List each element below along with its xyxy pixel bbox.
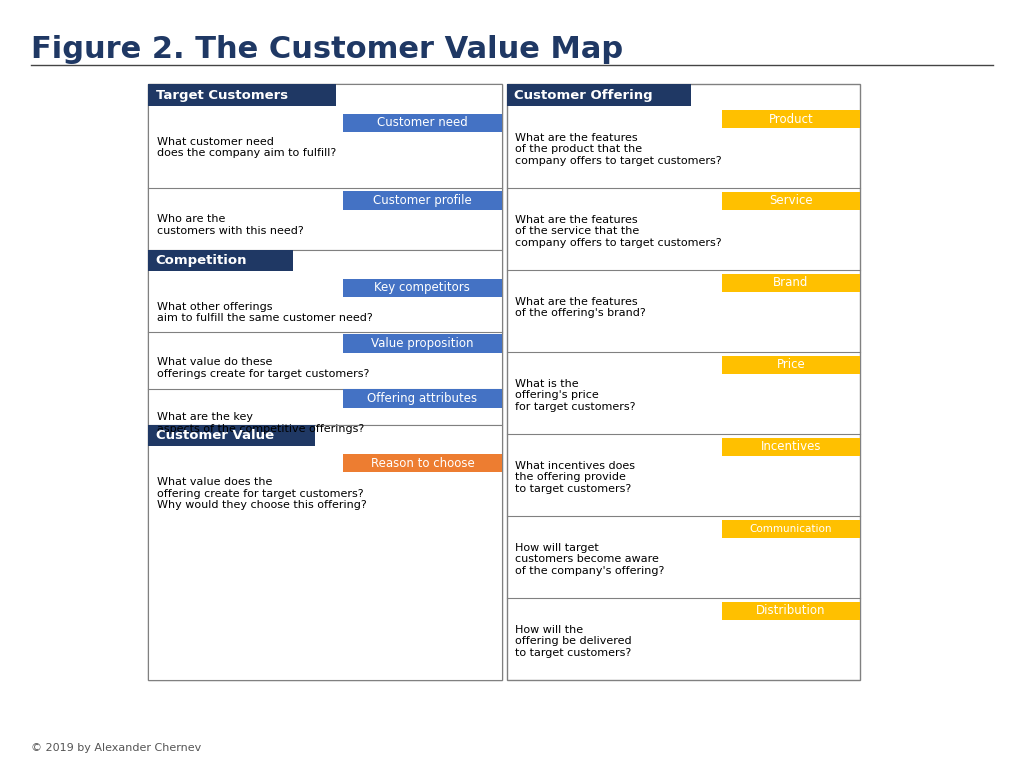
Text: Reason to choose: Reason to choose bbox=[371, 457, 474, 469]
FancyBboxPatch shape bbox=[722, 520, 860, 538]
FancyBboxPatch shape bbox=[148, 84, 502, 680]
FancyBboxPatch shape bbox=[343, 114, 502, 132]
FancyBboxPatch shape bbox=[343, 191, 502, 210]
FancyBboxPatch shape bbox=[507, 84, 860, 680]
Text: Price: Price bbox=[776, 359, 806, 372]
Text: What value does the
offering create for target customers?
Why would they choose : What value does the offering create for … bbox=[157, 477, 367, 510]
FancyBboxPatch shape bbox=[722, 273, 860, 292]
FancyBboxPatch shape bbox=[343, 454, 502, 472]
FancyBboxPatch shape bbox=[148, 250, 502, 425]
Text: Customer profile: Customer profile bbox=[373, 194, 472, 207]
FancyBboxPatch shape bbox=[343, 389, 502, 408]
Text: Service: Service bbox=[769, 194, 813, 207]
Text: Brand: Brand bbox=[773, 276, 809, 290]
Text: How will target
customers become aware
of the company's offering?: How will target customers become aware o… bbox=[515, 543, 665, 576]
Text: Key competitors: Key competitors bbox=[375, 282, 470, 294]
FancyBboxPatch shape bbox=[722, 438, 860, 456]
Text: What are the key
aspects of the competitive offerings?: What are the key aspects of the competit… bbox=[157, 412, 364, 434]
Text: What are the features
of the offering's brand?: What are the features of the offering's … bbox=[515, 296, 646, 319]
Text: © 2019 by Alexander Chernev: © 2019 by Alexander Chernev bbox=[31, 743, 201, 753]
FancyBboxPatch shape bbox=[507, 84, 690, 106]
Text: What are the features
of the service that the
company offers to target customers: What are the features of the service tha… bbox=[515, 215, 722, 248]
Text: Who are the
customers with this need?: Who are the customers with this need? bbox=[157, 214, 303, 236]
FancyBboxPatch shape bbox=[722, 601, 860, 620]
Text: Distribution: Distribution bbox=[757, 604, 825, 617]
Text: What other offerings
aim to fulfill the same customer need?: What other offerings aim to fulfill the … bbox=[157, 302, 373, 323]
Text: Incentives: Incentives bbox=[761, 440, 821, 453]
FancyBboxPatch shape bbox=[722, 192, 860, 210]
FancyBboxPatch shape bbox=[343, 334, 502, 353]
Text: Value proposition: Value proposition bbox=[371, 337, 474, 349]
Text: Target Customers: Target Customers bbox=[156, 89, 288, 101]
Text: What incentives does
the offering provide
to target customers?: What incentives does the offering provid… bbox=[515, 461, 635, 494]
Text: What is the
offering's price
for target customers?: What is the offering's price for target … bbox=[515, 379, 636, 412]
FancyBboxPatch shape bbox=[722, 356, 860, 374]
FancyBboxPatch shape bbox=[148, 425, 314, 446]
Text: Product: Product bbox=[769, 113, 813, 125]
Text: Customer Value: Customer Value bbox=[156, 429, 273, 442]
FancyBboxPatch shape bbox=[148, 84, 336, 106]
Text: Customer Offering: Customer Offering bbox=[514, 89, 652, 101]
Text: Offering attributes: Offering attributes bbox=[368, 392, 477, 405]
Text: What customer need
does the company aim to fulfill?: What customer need does the company aim … bbox=[157, 137, 336, 158]
Text: Competition: Competition bbox=[156, 254, 247, 266]
Text: What are the features
of the product that the
company offers to target customers: What are the features of the product tha… bbox=[515, 133, 722, 166]
Text: Figure 2. The Customer Value Map: Figure 2. The Customer Value Map bbox=[31, 35, 623, 64]
FancyBboxPatch shape bbox=[148, 425, 502, 680]
Text: Communication: Communication bbox=[750, 524, 833, 534]
Text: How will the
offering be delivered
to target customers?: How will the offering be delivered to ta… bbox=[515, 624, 632, 658]
Text: Customer need: Customer need bbox=[377, 117, 468, 129]
Text: What value do these
offerings create for target customers?: What value do these offerings create for… bbox=[157, 357, 369, 379]
FancyBboxPatch shape bbox=[722, 110, 860, 128]
FancyBboxPatch shape bbox=[343, 279, 502, 297]
FancyBboxPatch shape bbox=[148, 84, 502, 250]
FancyBboxPatch shape bbox=[148, 250, 293, 271]
